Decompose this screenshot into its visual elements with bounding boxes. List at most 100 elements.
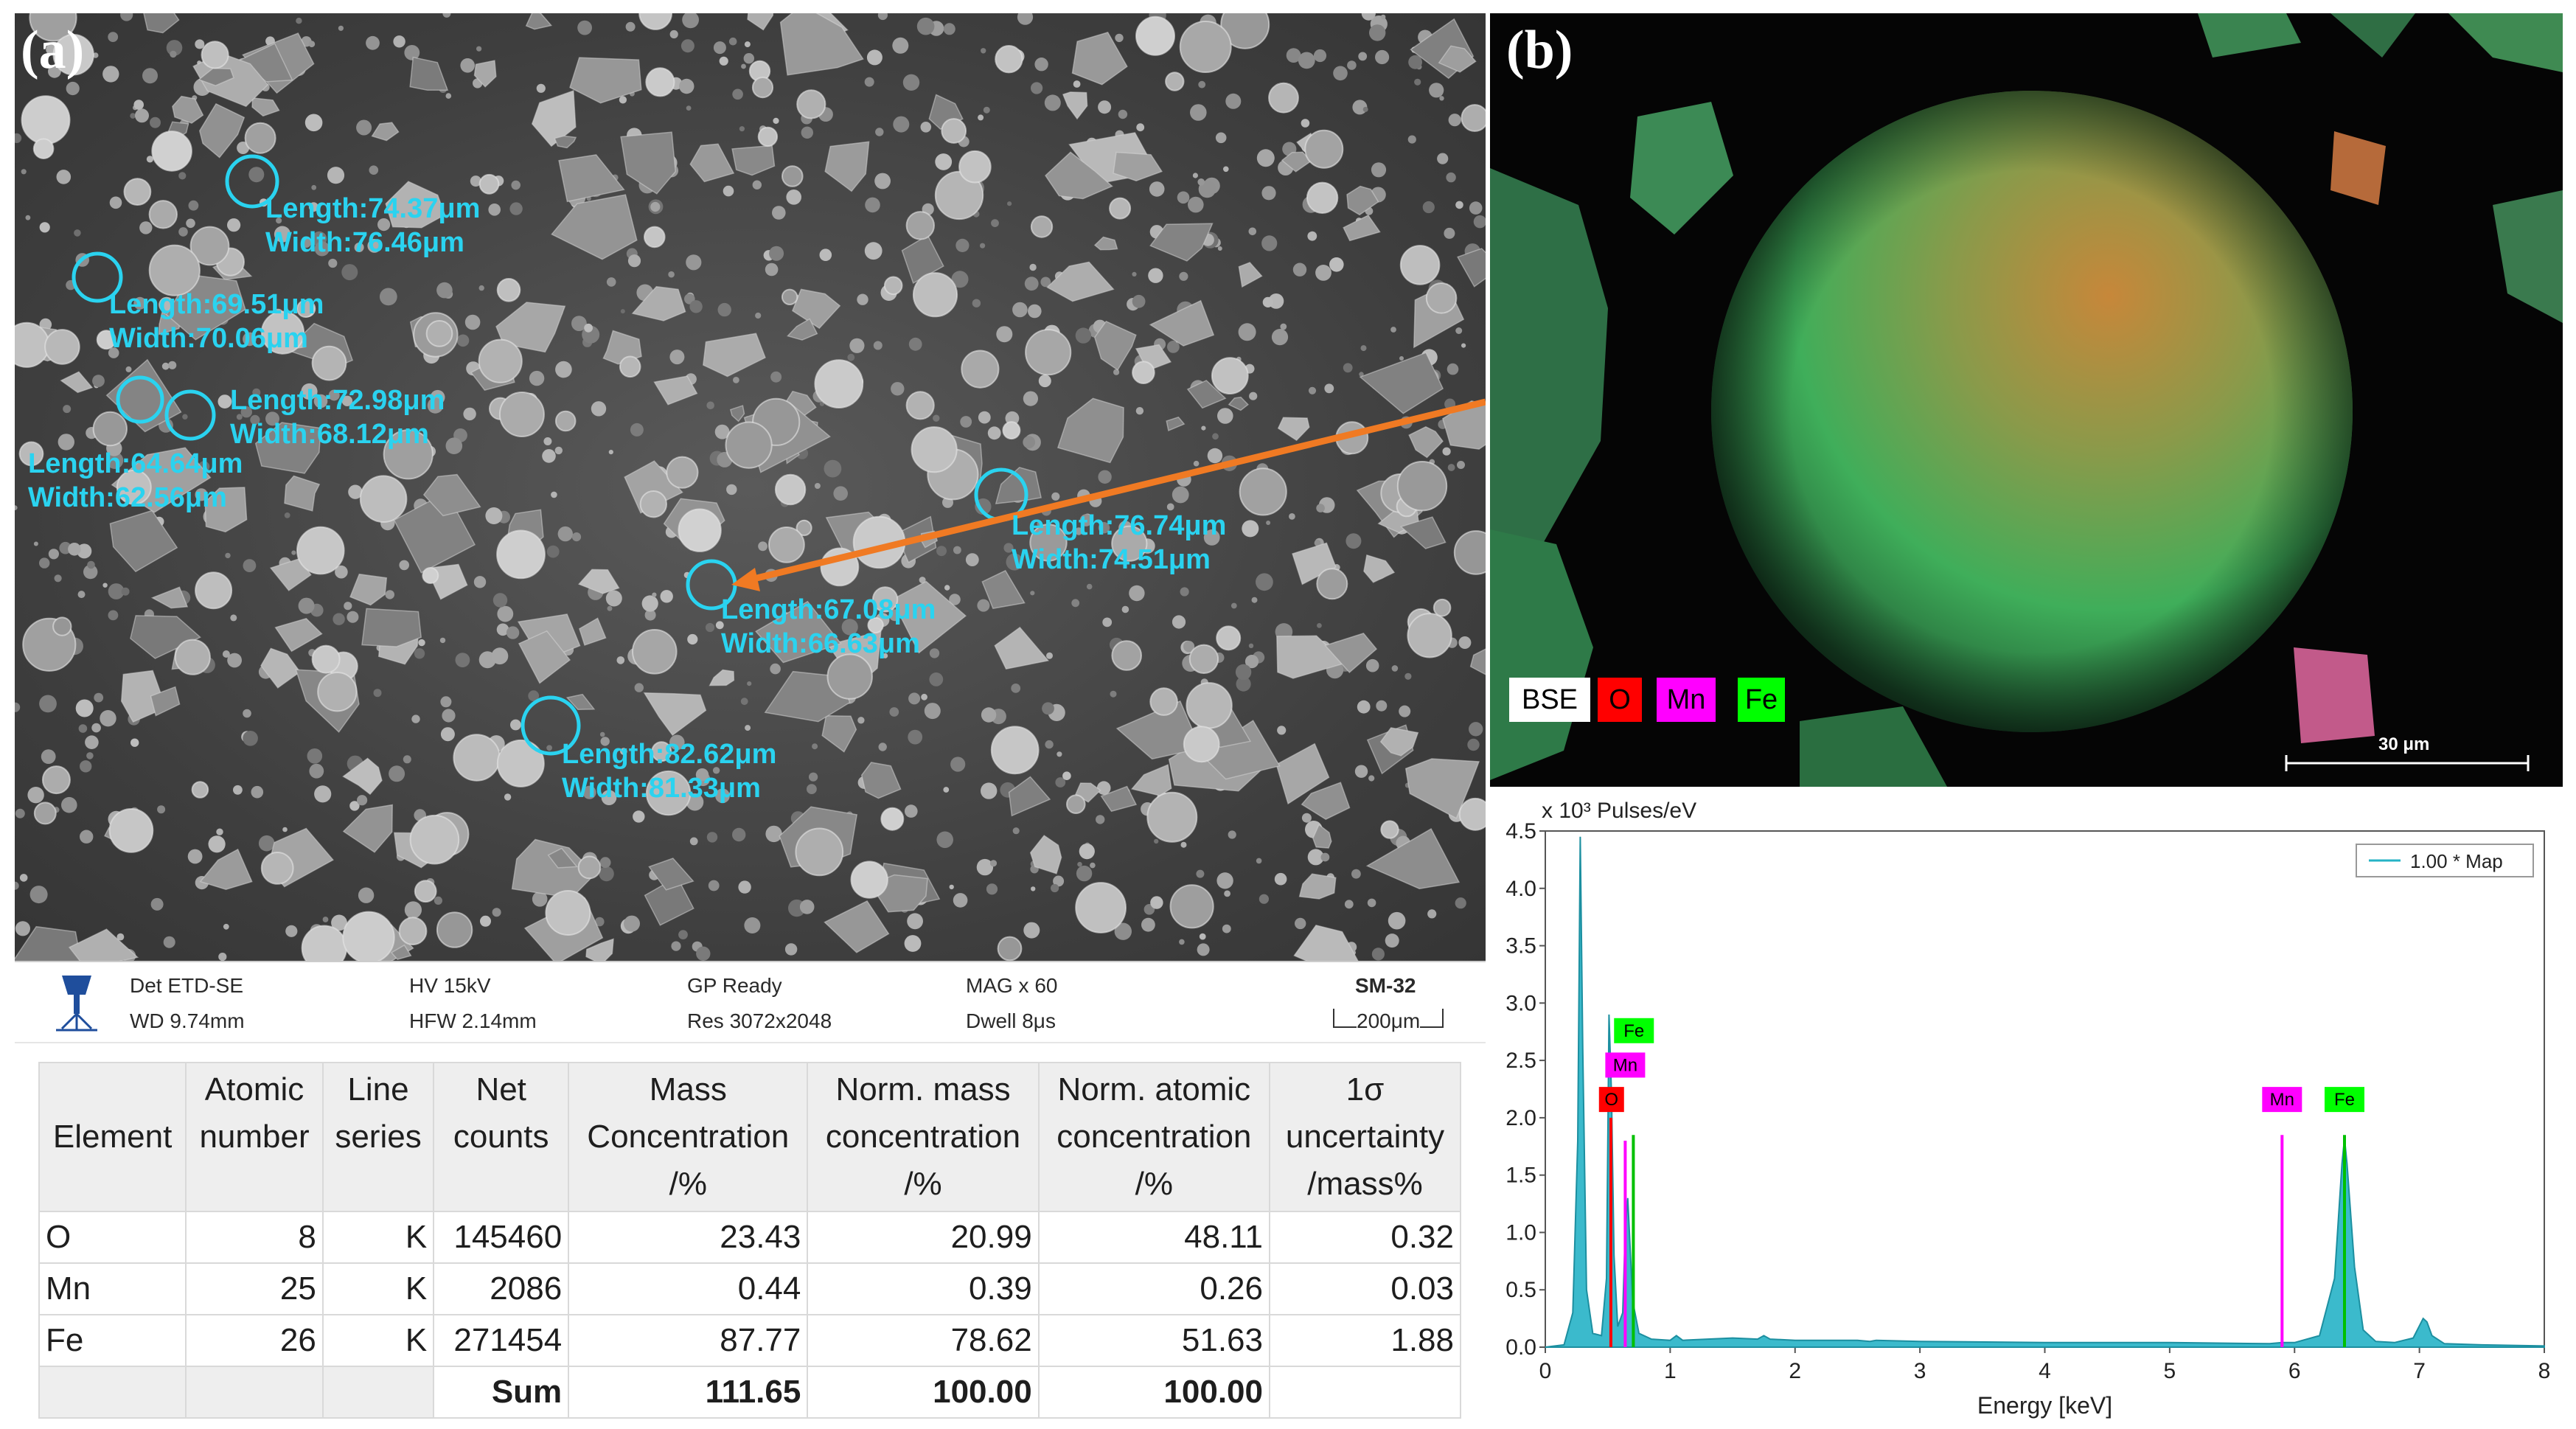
legend-o: O	[1598, 678, 1642, 722]
measurement-circle	[521, 695, 581, 756]
info-sample: SM-32	[1355, 974, 1416, 997]
sem-info-bar: Det ETD-SE WD 9.74mm HV 15kV HFW 2.14mm …	[15, 961, 1486, 1043]
panel-a-label: (a)	[21, 20, 85, 80]
x-tick-label: 7	[2413, 1359, 2426, 1383]
measurement-width: Width:76.46μm	[265, 227, 464, 258]
table-header-cell: Line series	[321, 1062, 435, 1212]
table-header-cell: Norm. mass concentration/%	[807, 1062, 1040, 1212]
table-cell: Mn	[38, 1262, 187, 1315]
table-cell: 1.88	[1268, 1314, 1462, 1367]
peak-label: Mn	[2262, 1087, 2302, 1113]
table-cell: 0.03	[1268, 1262, 1462, 1315]
y-tick-label: 4.5	[1505, 819, 1536, 844]
info-scale-value: 200μm	[1357, 1009, 1421, 1032]
info-res: Res 3072x2048	[687, 1009, 832, 1032]
table-cell	[185, 1366, 324, 1419]
table-row: Mn 25 K 2086 0.44 0.39 0.26 0.03	[38, 1262, 1462, 1315]
peak-label: Fe	[1614, 1018, 1654, 1043]
eds-table: Element Atomic number Line series Net counts Ma…	[38, 1062, 1462, 1419]
y-tick-label: 3.0	[1505, 991, 1536, 1015]
table-cell: 23.43	[568, 1211, 809, 1264]
svg-text:O: O	[1604, 1090, 1618, 1110]
measurement-label-6: Length:67.08μm Width:66.63μm	[721, 593, 936, 661]
table-cell: 87.77	[568, 1314, 809, 1367]
spectrum-series	[1545, 836, 2545, 1348]
x-tick-label: 8	[2538, 1359, 2551, 1383]
panel-b-label: (b)	[1506, 20, 1573, 80]
x-tick-label: 3	[1914, 1359, 1926, 1383]
table-header-cell: Mass Concentration/%	[568, 1062, 809, 1212]
x-tick-label: 6	[2288, 1359, 2301, 1383]
table-cell: 8	[185, 1211, 324, 1264]
measurement-length: Length:82.62μm	[562, 739, 777, 770]
table-cell: 51.63	[1037, 1314, 1270, 1367]
svg-text:Mn: Mn	[2270, 1090, 2294, 1110]
info-det: Det ETD-SE	[130, 974, 244, 997]
table-cell: 145460	[433, 1211, 570, 1264]
legend-fe: Fe	[1738, 678, 1785, 722]
sem-image: (a) Length:74.37μm Width:76.46μm Length:…	[15, 13, 1486, 961]
y-tick-label: 2.5	[1505, 1049, 1536, 1073]
y-tick-label: 4.0	[1505, 877, 1536, 901]
info-gp: GP Ready	[687, 974, 782, 997]
measurement-circle	[164, 389, 216, 441]
table-header-cell: Atomic number	[185, 1062, 324, 1212]
table-cell: 100.00	[807, 1366, 1040, 1419]
info-hv: HV 15kV	[409, 974, 491, 997]
measurement-width: Width:66.63μm	[721, 628, 920, 659]
x-tick-label: 4	[2039, 1359, 2051, 1383]
info-wd: WD 9.74mm	[130, 1009, 245, 1032]
peak-label: Fe	[2325, 1087, 2364, 1113]
table-cell: 100.00	[1037, 1366, 1270, 1419]
table-row: O 8 K 145460 23.43 20.99 48.11 0.32	[38, 1211, 1462, 1264]
table-cell	[38, 1366, 187, 1419]
eds-map-graphic	[1490, 13, 2563, 787]
measurement-length: Length:69.51μm	[109, 289, 324, 320]
table-cell: 78.62	[807, 1314, 1040, 1367]
x-tick-label: 1	[1664, 1359, 1677, 1383]
table-header-cell: Net counts	[433, 1062, 570, 1212]
table-cell: 20.99	[807, 1211, 1040, 1264]
table-header-cell: 1σ uncertainty/mass%	[1268, 1062, 1462, 1212]
measurement-length: Length:72.98μm	[230, 385, 445, 416]
info-dwell: Dwell 8μs	[966, 1009, 1056, 1032]
table-cell: 0.44	[568, 1262, 809, 1315]
measurement-label-7: Length:82.62μm Width:81.33μm	[562, 737, 776, 805]
peak-label: Mn	[1605, 1052, 1646, 1078]
eds-spectrum-chart: 0.0 0.5 1.0 1.5 2.0 2.5 3.0 3.5 4.0 4.5 0 1 2 3 4 5 6 7 8 x…	[1505, 799, 2551, 1419]
measurement-width: Width:70.06μm	[109, 323, 308, 354]
table-cell: O	[38, 1211, 187, 1264]
detector-icon	[56, 976, 97, 1032]
table-cell: K	[321, 1262, 435, 1315]
y-tick-label: 0.5	[1505, 1278, 1536, 1302]
peak-label: O	[1598, 1087, 1624, 1113]
y-tick-label: 0.0	[1505, 1335, 1536, 1360]
scale-bar-label: 30 μm	[2378, 734, 2430, 754]
measurement-width: Width:74.51μm	[1012, 544, 1211, 575]
measurement-width: Width:62.56μm	[28, 482, 227, 513]
table-cell: 271454	[433, 1314, 570, 1367]
svg-text:Fe: Fe	[1623, 1021, 1644, 1041]
measurement-circle	[72, 251, 123, 303]
info-hfw: HFW 2.14mm	[409, 1009, 537, 1032]
x-tick-label: 5	[2164, 1359, 2176, 1383]
measurement-label-4: Length:64.64μm Width:62.56μm	[28, 447, 243, 515]
legend-mn: Mn	[1657, 678, 1716, 722]
table-cell: K	[321, 1314, 435, 1367]
y-tick-label: 1.5	[1505, 1164, 1536, 1188]
arrow-head	[731, 568, 760, 591]
measurement-circle	[225, 154, 279, 209]
y-tick-label: 2.0	[1505, 1106, 1536, 1130]
measurement-width: Width:68.12μm	[230, 419, 429, 450]
svg-text:Mn: Mn	[1613, 1055, 1637, 1075]
table-cell: 48.11	[1037, 1211, 1270, 1264]
table-cell: 111.65	[568, 1366, 809, 1419]
x-tick-label: 0	[1539, 1359, 1552, 1383]
table-cell	[1268, 1366, 1462, 1419]
table-header-cell: Norm. atomic concentration/%	[1037, 1062, 1270, 1212]
table-cell: K	[321, 1211, 435, 1264]
measurement-length: Length:67.08μm	[721, 594, 936, 625]
x-axis-label: Energy [keV]	[1977, 1392, 2112, 1419]
table-cell: 0.32	[1268, 1211, 1462, 1264]
table-cell	[321, 1366, 435, 1419]
